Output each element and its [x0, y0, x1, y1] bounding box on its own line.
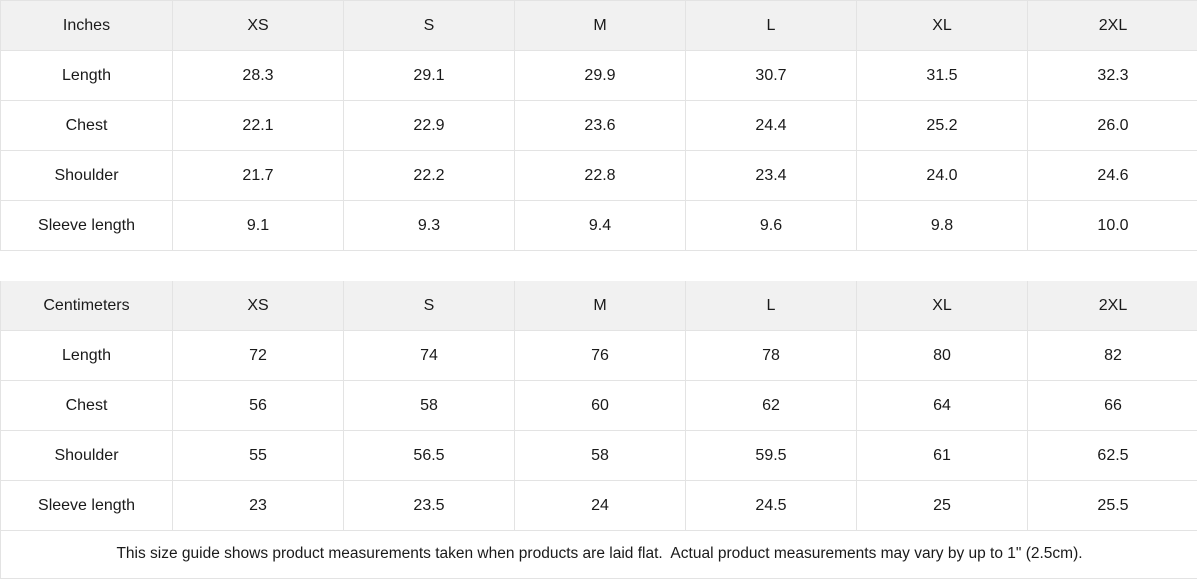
cell-inches-shoulder-s: 22.2: [343, 150, 515, 201]
cell-cm-length-l: 78: [685, 330, 857, 381]
table-row: Length 28.3 29.1 29.9 30.7 31.5 32.3: [0, 50, 1197, 101]
row-label-sleeve-length: Sleeve length: [0, 200, 173, 251]
cell-inches-sleeve-xs: 9.1: [172, 200, 344, 251]
cell-cm-shoulder-2xl: 62.5: [1027, 430, 1197, 481]
inches-column-header-2xl: 2XL: [1027, 0, 1197, 51]
cell-cm-chest-xs: 56: [172, 380, 344, 431]
inches-column-header-m: M: [514, 0, 686, 51]
cell-inches-sleeve-2xl: 10.0: [1027, 200, 1197, 251]
cell-inches-chest-xs: 22.1: [172, 100, 344, 151]
cell-inches-sleeve-xl: 9.8: [856, 200, 1028, 251]
cell-cm-shoulder-l: 59.5: [685, 430, 857, 481]
cell-inches-length-m: 29.9: [514, 50, 686, 101]
cell-cm-length-xl: 80: [856, 330, 1028, 381]
cell-cm-shoulder-m: 58: [514, 430, 686, 481]
size-guide-footnote-row: This size guide shows product measuremen…: [0, 530, 1197, 579]
cell-inches-length-2xl: 32.3: [1027, 50, 1197, 101]
centimeters-column-header-m: M: [514, 280, 686, 331]
cell-inches-sleeve-s: 9.3: [343, 200, 515, 251]
table-spacer-cell: [0, 250, 1197, 281]
row-label-sleeve-length: Sleeve length: [0, 480, 173, 531]
cell-inches-length-xl: 31.5: [856, 50, 1028, 101]
cell-inches-chest-l: 24.4: [685, 100, 857, 151]
row-label-chest: Chest: [0, 380, 173, 431]
cell-cm-sleeve-l: 24.5: [685, 480, 857, 531]
centimeters-column-header-2xl: 2XL: [1027, 280, 1197, 331]
cell-inches-chest-xl: 25.2: [856, 100, 1028, 151]
inches-header-row: Inches XS S M L XL 2XL: [0, 0, 1197, 51]
centimeters-column-header-s: S: [343, 280, 515, 331]
centimeters-column-header-xl: XL: [856, 280, 1028, 331]
table-spacer-row: [0, 250, 1197, 281]
inches-column-header-l: L: [685, 0, 857, 51]
cell-inches-length-l: 30.7: [685, 50, 857, 101]
cell-cm-length-m: 76: [514, 330, 686, 381]
centimeters-header-row: Centimeters XS S M L XL 2XL: [0, 280, 1197, 331]
cell-cm-sleeve-s: 23.5: [343, 480, 515, 531]
cell-cm-shoulder-xs: 55: [172, 430, 344, 481]
cell-cm-sleeve-2xl: 25.5: [1027, 480, 1197, 531]
cell-inches-shoulder-2xl: 24.6: [1027, 150, 1197, 201]
cell-cm-shoulder-xl: 61: [856, 430, 1028, 481]
cell-inches-chest-2xl: 26.0: [1027, 100, 1197, 151]
table-row: Sleeve length 9.1 9.3 9.4 9.6 9.8 10.0: [0, 200, 1197, 251]
table-row: Sleeve length 23 23.5 24 24.5 25 25.5: [0, 480, 1197, 531]
size-guide-footnote: This size guide shows product measuremen…: [0, 530, 1197, 579]
table-row: Chest 56 58 60 62 64 66: [0, 380, 1197, 431]
row-label-length: Length: [0, 50, 173, 101]
cell-inches-shoulder-xl: 24.0: [856, 150, 1028, 201]
cell-inches-sleeve-l: 9.6: [685, 200, 857, 251]
cell-inches-length-xs: 28.3: [172, 50, 344, 101]
cell-cm-chest-2xl: 66: [1027, 380, 1197, 431]
table-row: Shoulder 21.7 22.2 22.8 23.4 24.0 24.6: [0, 150, 1197, 201]
cell-cm-chest-xl: 64: [856, 380, 1028, 431]
cell-cm-sleeve-m: 24: [514, 480, 686, 531]
cell-cm-chest-s: 58: [343, 380, 515, 431]
cell-cm-sleeve-xs: 23: [172, 480, 344, 531]
cell-cm-length-xs: 72: [172, 330, 344, 381]
inches-column-header-xs: XS: [172, 0, 344, 51]
cell-cm-sleeve-xl: 25: [856, 480, 1028, 531]
cell-cm-chest-m: 60: [514, 380, 686, 431]
row-label-shoulder: Shoulder: [0, 150, 173, 201]
cell-inches-chest-m: 23.6: [514, 100, 686, 151]
row-label-chest: Chest: [0, 100, 173, 151]
cell-inches-chest-s: 22.9: [343, 100, 515, 151]
cell-cm-shoulder-s: 56.5: [343, 430, 515, 481]
inches-column-header-xl: XL: [856, 0, 1028, 51]
table-row: Chest 22.1 22.9 23.6 24.4 25.2 26.0: [0, 100, 1197, 151]
row-label-length: Length: [0, 330, 173, 381]
cell-inches-length-s: 29.1: [343, 50, 515, 101]
inches-column-header-s: S: [343, 0, 515, 51]
table-row: Length 72 74 76 78 80 82: [0, 330, 1197, 381]
centimeters-column-header-xs: XS: [172, 280, 344, 331]
cell-inches-sleeve-m: 9.4: [514, 200, 686, 251]
cell-inches-shoulder-xs: 21.7: [172, 150, 344, 201]
centimeters-unit-label: Centimeters: [0, 280, 173, 331]
cell-inches-shoulder-m: 22.8: [514, 150, 686, 201]
cell-cm-length-2xl: 82: [1027, 330, 1197, 381]
cell-cm-chest-l: 62: [685, 380, 857, 431]
table-row: Shoulder 55 56.5 58 59.5 61 62.5: [0, 430, 1197, 481]
inches-unit-label: Inches: [0, 0, 173, 51]
cell-cm-length-s: 74: [343, 330, 515, 381]
centimeters-column-header-l: L: [685, 280, 857, 331]
cell-inches-shoulder-l: 23.4: [685, 150, 857, 201]
row-label-shoulder: Shoulder: [0, 430, 173, 481]
